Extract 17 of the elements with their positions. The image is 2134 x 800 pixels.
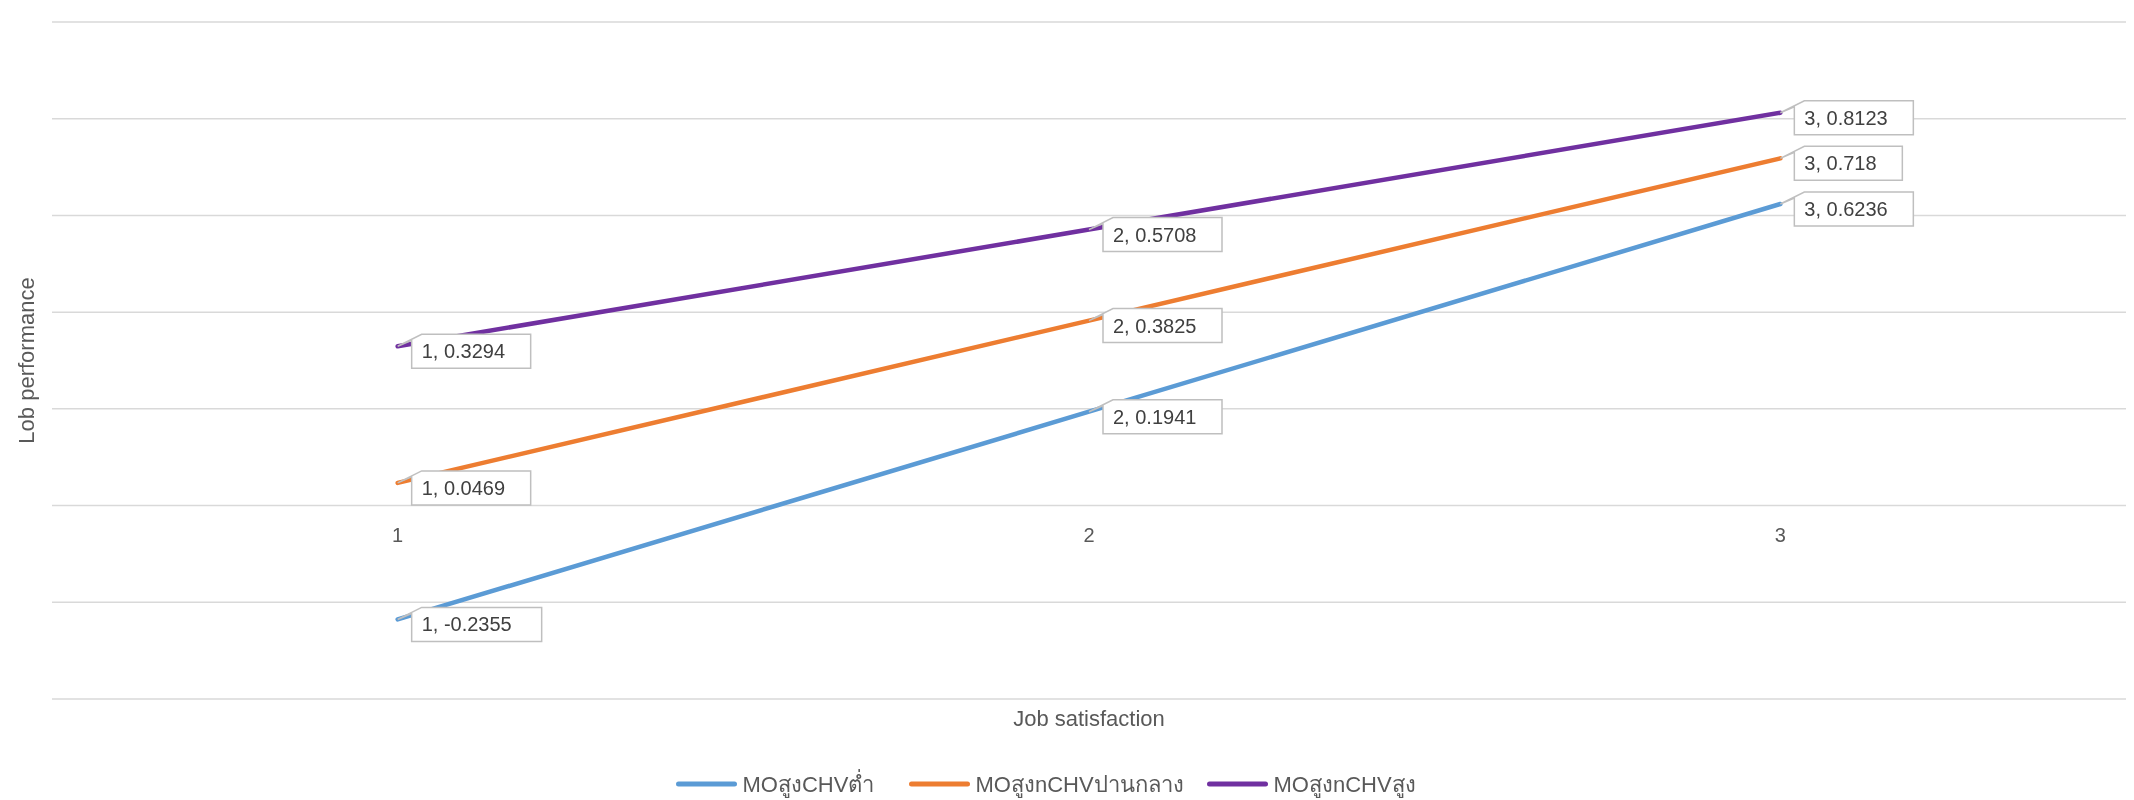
x-tick-label: 1 [392,523,404,546]
legend-label: MOสูงnCHVสูง [1273,772,1416,798]
legend-label: MOสูงnCHVปานกลาง [975,772,1184,798]
x-tick-label: 2 [1083,523,1095,546]
y-axis-title: Lob performance [14,277,39,444]
x-axis-title: Job satisfaction [1013,706,1165,731]
data-label: 2, 0.1941 [1113,405,1197,428]
x-tick-label: 3 [1774,523,1786,546]
data-label: 1, 0.0469 [421,476,506,499]
data-label: 3, 0.718 [1804,152,1877,175]
data-label: 2, 0.3825 [1113,314,1197,337]
data-label: 3, 0.6236 [1804,198,1888,221]
data-label: 1, -0.2355 [421,613,512,636]
legend-label: MOสูงCHVต่ำ [742,769,875,798]
data-label: 3, 0.8123 [1804,106,1888,129]
data-label: 2, 0.5708 [1113,223,1197,246]
data-label: 1, 0.3294 [421,340,506,363]
